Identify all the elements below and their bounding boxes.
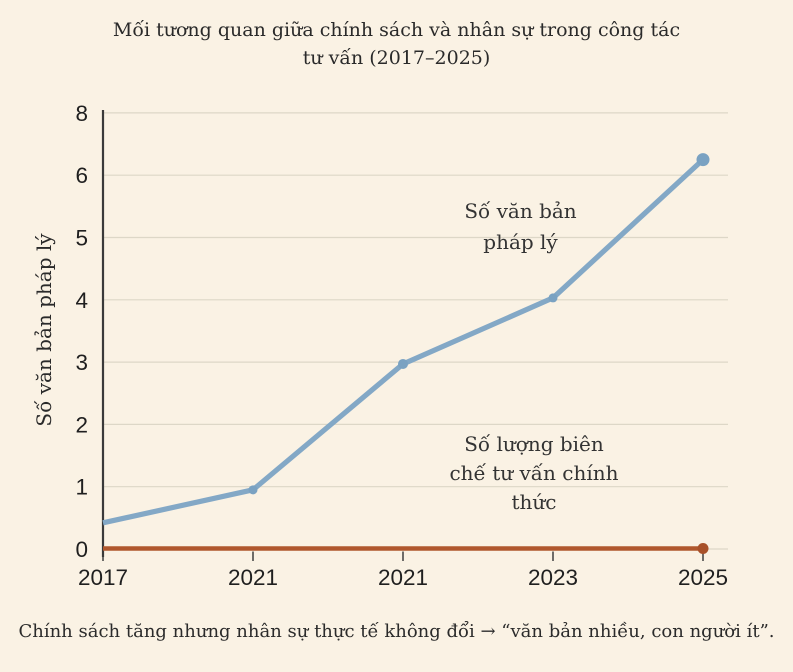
series-point-legal <box>398 358 408 369</box>
x-tick-label: 2021 <box>228 565 278 590</box>
y-tick-label: 5 <box>75 226 88 251</box>
chart-caption: Chính sách tăng nhưng nhân sự thực tế kh… <box>18 621 775 642</box>
y-tick-label: 2 <box>75 412 88 437</box>
y-tick-label: 8 <box>75 101 88 126</box>
y-tick-label: 1 <box>75 475 88 500</box>
x-tick-label: 2025 <box>678 565 728 590</box>
series-point-legal <box>248 485 258 495</box>
annotation-legal-docs: Số văn bản pháp lý <box>464 199 577 254</box>
y-tick-label: 6 <box>75 163 88 188</box>
x-tick-label: 2023 <box>528 565 578 590</box>
annotation-staff-count: Số lượng biên chế tư vấn chính thức <box>449 432 619 514</box>
series-point-legal <box>548 293 558 303</box>
y-tick-label: 3 <box>75 350 88 375</box>
x-tick-label: 2021 <box>378 565 428 590</box>
chart-title: Mối tương quan giữa chính sách và nhân s… <box>112 19 681 69</box>
x-tick-label: 2017 <box>78 565 128 590</box>
y-tick-label: 4 <box>75 288 88 313</box>
y-tick-label: 0 <box>75 537 88 562</box>
series-point-legal <box>696 153 710 167</box>
series-point-staff <box>697 543 709 554</box>
